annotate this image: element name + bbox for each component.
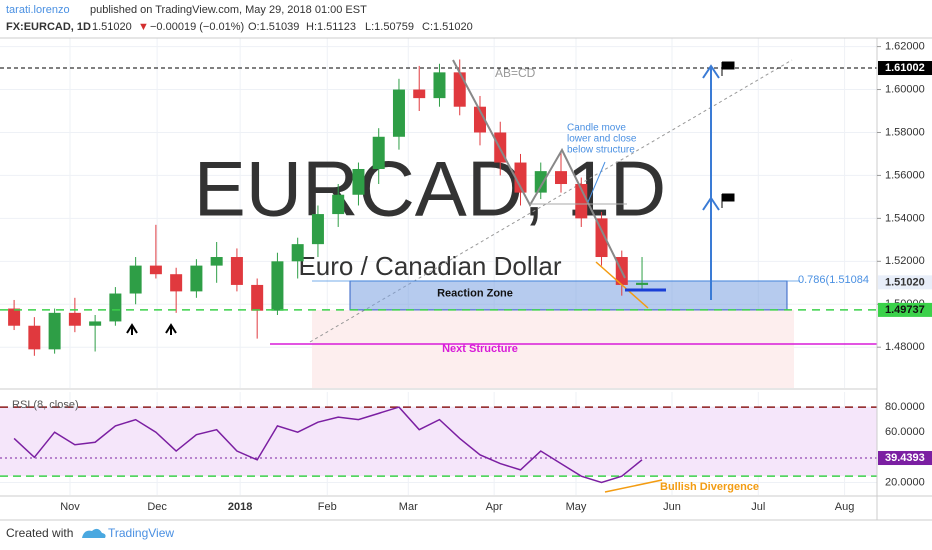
candle-body	[332, 194, 345, 215]
low: L:1.50759	[365, 21, 414, 33]
footer-created: Created with	[6, 526, 73, 540]
y-tick-label: 20.0000	[885, 476, 925, 488]
candle-body	[595, 218, 608, 258]
abcd-lines	[452, 59, 626, 279]
close: C:1.51020	[422, 21, 473, 33]
published: published on TradingView.com, May 29, 20…	[90, 4, 367, 16]
candle-body	[271, 261, 284, 311]
candle-body	[28, 325, 41, 350]
high: H:1.51123	[306, 21, 356, 33]
candle-body	[8, 308, 21, 326]
candle-body	[251, 284, 264, 311]
x-tick-label: Dec	[147, 501, 167, 513]
y-tick-label: 1.52000	[885, 255, 925, 267]
up-arrow	[126, 323, 138, 335]
price-tag-label: 1.49737	[885, 304, 925, 316]
last: 1.51020	[92, 21, 132, 33]
flag	[721, 193, 735, 208]
reaction-zone-label: Reaction Zone	[437, 287, 513, 299]
candle-body	[129, 265, 142, 294]
rsi-tag	[878, 451, 932, 466]
rsi-title: RSI (8, close)	[12, 399, 79, 411]
fib-label: 0.786(1.51084	[798, 274, 869, 286]
logo	[82, 528, 106, 538]
candle-body	[392, 89, 405, 137]
x-tick-label: Feb	[318, 501, 337, 513]
candle-body	[534, 171, 547, 193]
x-tick-label: Mar	[399, 501, 418, 513]
candle-body	[473, 106, 486, 133]
watermark: EURCAD, 1D	[194, 145, 666, 233]
y-tick-label: 1.48000	[885, 341, 925, 353]
x-tick-label: Apr	[486, 501, 503, 513]
candle-body	[413, 89, 426, 99]
note: Candle move	[567, 123, 626, 134]
arrow: ▼	[138, 21, 149, 33]
note: below structure	[567, 145, 635, 156]
price-tag-label: 1.61002	[885, 62, 925, 74]
arrow-head	[702, 196, 720, 211]
footer-brand[interactable]: TradingView	[108, 526, 174, 540]
rsi-band	[0, 407, 877, 477]
candle-body	[352, 168, 365, 195]
next-structure-label: Next Structure	[442, 343, 518, 355]
price-tag	[878, 275, 932, 290]
marks: Reaction Zone Next Structure 0.786(1.51084	[0, 59, 877, 484]
note-arrow	[587, 161, 606, 203]
candle-body	[190, 265, 203, 292]
y-tick-label: 1.56000	[885, 169, 925, 181]
y-tick-label: 1.54000	[885, 212, 925, 224]
x-tick-label: May	[566, 501, 587, 513]
symbol: FX:EURCAD, 1D	[6, 21, 91, 33]
candle-body	[514, 162, 527, 193]
change: −0.00019 (−0.01%)	[150, 21, 244, 33]
x-tick-label: Aug	[835, 501, 855, 513]
candle-body	[109, 293, 122, 322]
flag	[721, 61, 735, 76]
candle-body	[170, 274, 183, 292]
candle-body	[291, 244, 304, 262]
candle-body	[311, 214, 324, 245]
abcd-label: AB=CD	[495, 66, 536, 80]
up-arrow	[165, 323, 177, 335]
candle-body	[575, 184, 588, 219]
y-tick-label: 80.0000	[885, 401, 925, 413]
candle-body	[433, 72, 446, 99]
candle-body	[48, 312, 61, 350]
pink-zone	[312, 310, 794, 388]
candle-body	[636, 282, 649, 285]
y-tick-label: 1.62000	[885, 40, 925, 52]
x-tick-label: Jul	[751, 501, 765, 513]
x-tick-label: Jun	[663, 501, 681, 513]
candle-body	[210, 257, 223, 266]
arrow-head	[702, 64, 720, 79]
y-tick-label: 60.0000	[885, 426, 925, 438]
candle-body	[453, 72, 466, 107]
reaction-zone	[349, 280, 788, 311]
candle-body	[149, 265, 162, 275]
open: O:1.51039	[248, 21, 299, 33]
author[interactable]: tarati.lorenzo	[6, 4, 70, 16]
price-tag-label: 1.51020	[885, 276, 925, 288]
rsi-tag-label: 39.4393	[885, 452, 925, 464]
x-tick-label: Nov	[60, 501, 80, 513]
price-tag	[878, 302, 932, 317]
candle-body	[372, 136, 385, 169]
candle-body	[555, 171, 568, 185]
candle-body	[68, 312, 81, 326]
price-tag	[878, 61, 932, 76]
note: lower and close	[567, 134, 637, 145]
watermark-sub: Euro / Canadian Dollar	[298, 251, 561, 281]
divergence-label: Bullish Divergence	[660, 481, 759, 493]
div-line	[595, 261, 649, 309]
candle-body	[89, 321, 102, 326]
candle-body	[230, 257, 243, 285]
x-tick-label: 2018	[228, 501, 252, 513]
y-tick-label: 1.60000	[885, 83, 925, 95]
div-line	[604, 479, 663, 493]
rsi-line	[13, 406, 643, 484]
y-tick-label: 1.58000	[885, 126, 925, 138]
